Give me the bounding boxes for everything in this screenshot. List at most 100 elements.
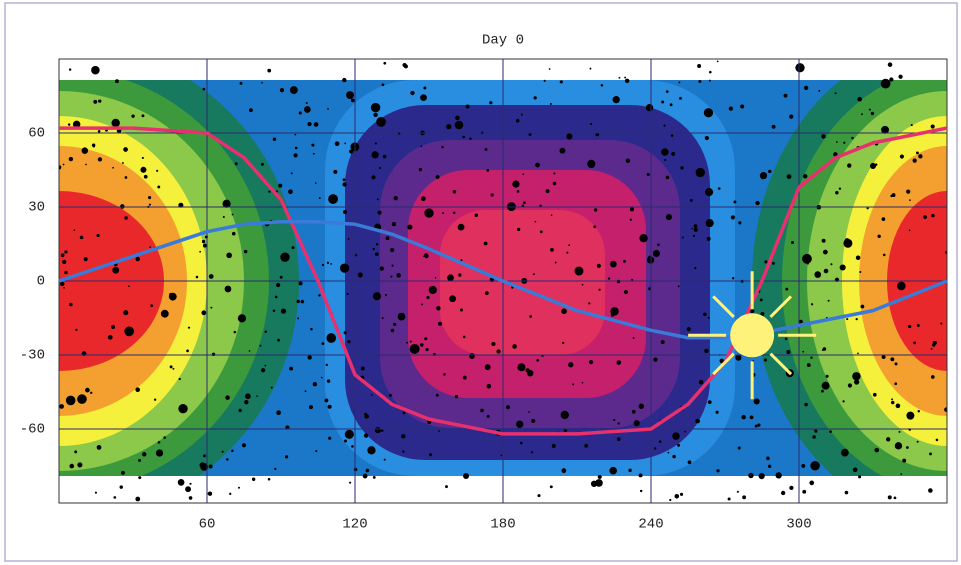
star (896, 404, 901, 409)
star (389, 394, 392, 397)
star (463, 473, 469, 479)
star (633, 337, 635, 339)
star (491, 193, 494, 196)
star (232, 232, 236, 236)
y-tick-label: 30 (28, 200, 45, 216)
star (238, 314, 246, 322)
star (232, 214, 234, 216)
star (516, 421, 523, 428)
star (328, 437, 331, 440)
star (684, 431, 686, 433)
star (768, 170, 771, 173)
star (613, 96, 620, 103)
star (455, 116, 460, 121)
star (611, 313, 615, 317)
star (188, 327, 190, 329)
star (226, 458, 229, 461)
star (135, 497, 140, 502)
star (150, 304, 153, 307)
star (517, 190, 520, 193)
star (867, 207, 869, 209)
star (386, 236, 390, 240)
star (429, 286, 437, 294)
star (826, 375, 829, 378)
star (664, 159, 666, 161)
star (755, 425, 758, 428)
star (327, 108, 329, 110)
star (343, 210, 347, 214)
star (517, 363, 525, 371)
star (307, 122, 311, 126)
star (281, 308, 286, 313)
star (264, 365, 266, 367)
star (125, 176, 128, 179)
star (559, 148, 565, 154)
star (463, 376, 467, 380)
star (371, 394, 373, 396)
star (858, 475, 861, 478)
star (892, 193, 896, 197)
star (931, 124, 935, 128)
star (534, 96, 537, 99)
star (113, 496, 116, 499)
star (131, 114, 134, 117)
star (661, 148, 669, 156)
star (552, 444, 556, 448)
star (894, 362, 897, 365)
star (597, 264, 601, 268)
star (73, 229, 75, 231)
star (229, 493, 231, 495)
star (208, 493, 210, 495)
star (828, 300, 830, 302)
star (913, 158, 917, 162)
star (802, 490, 806, 494)
star (698, 80, 701, 83)
star (438, 322, 442, 326)
star (199, 251, 201, 253)
star (69, 157, 73, 161)
star (375, 142, 377, 144)
x-tick-label: 60 (199, 517, 216, 533)
star (322, 342, 325, 345)
star (487, 415, 490, 418)
star (803, 174, 807, 178)
star (202, 240, 205, 243)
star (870, 163, 876, 169)
star (347, 340, 350, 343)
star (610, 261, 617, 268)
star (381, 429, 384, 432)
star (618, 422, 620, 424)
star (741, 415, 745, 419)
star (882, 217, 886, 221)
star (703, 313, 706, 316)
star (172, 368, 174, 370)
star (80, 236, 84, 240)
star (566, 133, 572, 139)
star (384, 459, 386, 461)
star (410, 91, 414, 95)
star (549, 68, 551, 70)
star (787, 174, 792, 179)
star (124, 326, 134, 336)
star (64, 250, 67, 253)
star (630, 219, 632, 221)
star (469, 353, 475, 359)
star (589, 360, 593, 364)
star (680, 166, 683, 169)
star (875, 163, 878, 166)
star (888, 495, 892, 499)
star (742, 495, 746, 499)
star (97, 445, 102, 450)
star (663, 125, 665, 127)
star (351, 98, 355, 102)
star (121, 471, 125, 475)
star (759, 473, 765, 479)
star (848, 383, 852, 387)
star (98, 157, 102, 161)
star (235, 162, 238, 165)
star (367, 446, 375, 454)
star (410, 344, 420, 354)
star (210, 307, 212, 309)
star (646, 104, 653, 111)
star (123, 147, 128, 152)
